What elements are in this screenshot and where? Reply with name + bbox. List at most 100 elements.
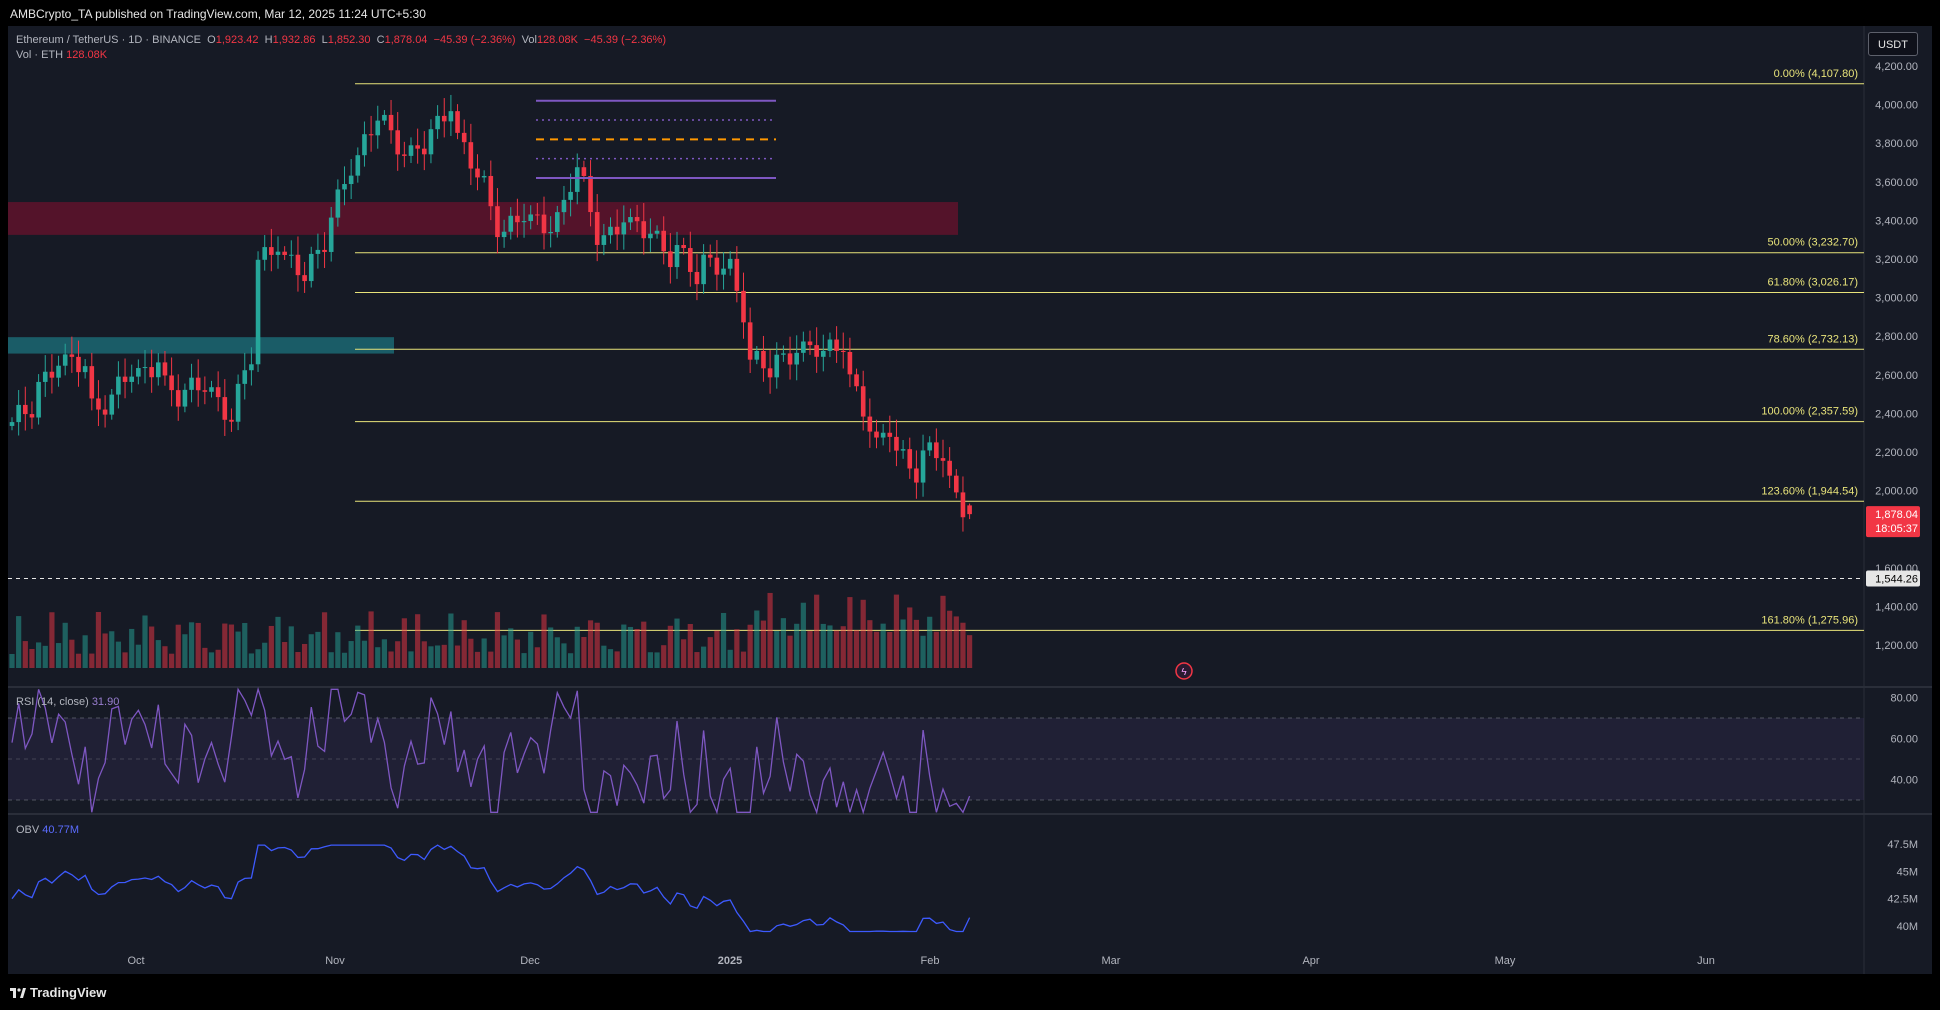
obv-layer	[11, 844, 971, 933]
candle-body	[747, 322, 753, 360]
volume-bar	[381, 639, 387, 668]
volume-bar	[794, 623, 800, 668]
candle-body	[535, 214, 540, 216]
volume-layer	[9, 592, 973, 668]
volume-bar	[860, 599, 866, 668]
obv-tick: 40M	[1897, 921, 1918, 933]
volume-bar	[408, 651, 414, 668]
candle-body	[821, 350, 826, 357]
candle-body	[568, 191, 573, 200]
obv-tick: 47.5M	[1887, 839, 1918, 851]
candle-body	[209, 387, 214, 392]
fib-label-4: 100.00% (2,357.59)	[1761, 406, 1858, 418]
candle-body	[641, 221, 647, 239]
zones-layer	[8, 202, 958, 354]
volume-bar	[541, 614, 547, 668]
legend-open: 1,923.42	[215, 34, 259, 46]
volume-bar	[89, 653, 95, 668]
time-tick: Mar	[1102, 955, 1121, 967]
volume-bar	[627, 626, 634, 668]
volume-bar	[355, 625, 361, 668]
candle-body	[195, 377, 201, 391]
volume-bar	[913, 619, 919, 668]
price-tick: 2,400.00	[1875, 408, 1918, 420]
candle-body	[229, 419, 234, 422]
candle-body	[588, 176, 593, 213]
candle-body	[807, 341, 813, 346]
candle-body	[56, 365, 61, 378]
candle-body	[781, 353, 786, 355]
candle-body	[688, 248, 693, 272]
volume-bar	[255, 649, 261, 668]
candle-body	[754, 350, 760, 360]
candle-body	[461, 132, 467, 143]
volume-bar	[873, 631, 880, 668]
volume-bar	[581, 636, 587, 668]
obv-line	[11, 844, 971, 933]
candle-body	[541, 214, 547, 234]
candle-body	[262, 247, 267, 260]
candle-body	[727, 258, 733, 269]
replay-icon[interactable]	[1175, 662, 1193, 680]
volume-bar	[774, 630, 780, 668]
candle-body	[515, 215, 520, 223]
candle-body	[488, 175, 494, 207]
volume-bar	[375, 647, 381, 668]
bottom-bar: TradingView	[0, 974, 1940, 1010]
volume-bar	[767, 592, 773, 668]
tradingview-logo[interactable]: TradingView	[10, 985, 106, 1000]
volume-bar	[395, 641, 401, 668]
volume-bar	[554, 637, 560, 668]
price-tick: 3,800.00	[1875, 138, 1918, 150]
candle-body	[76, 356, 81, 373]
volume-bar	[16, 616, 22, 668]
volume-bar	[162, 646, 168, 668]
candle-body	[887, 432, 893, 437]
candle-body	[767, 368, 773, 378]
candle-body	[382, 114, 387, 121]
volume-bar	[448, 613, 454, 668]
volume-bar	[840, 626, 846, 668]
candle-body	[308, 253, 314, 282]
candle-body	[402, 154, 407, 156]
volume-bar	[282, 642, 288, 668]
rsi-tick: 80.00	[1890, 693, 1918, 705]
volume-bar	[295, 652, 301, 668]
current-price-value: 1,878.04	[1875, 509, 1918, 521]
candle-body	[222, 397, 228, 420]
volume-bar	[95, 611, 102, 668]
volume-bar	[228, 624, 235, 668]
volume-bar	[614, 651, 620, 668]
candle-body	[914, 468, 919, 483]
price-tick: 2,600.00	[1875, 370, 1918, 382]
candle-body	[468, 142, 474, 169]
candle-body	[501, 231, 507, 238]
candle-body	[275, 251, 281, 255]
candle-body	[900, 449, 906, 451]
legend-main: Ethereum / TetherUS · 1D · BINANCE O1,92…	[16, 34, 666, 46]
volume-bar	[720, 612, 727, 668]
volume-bar	[780, 618, 786, 668]
candle-body	[136, 368, 141, 377]
currency-button[interactable]: USDT	[1868, 32, 1918, 56]
candle-body	[16, 404, 21, 423]
legend-obv: OBV 40.77M	[16, 824, 79, 836]
candle-body	[608, 226, 613, 236]
chart-svg[interactable]: 0.00% (4,107.80) 50.00% (3,232.70) 61.80% …	[8, 26, 1932, 974]
volume-bar	[494, 612, 501, 668]
volume-bar	[155, 640, 161, 668]
time-tick: Feb	[921, 955, 940, 967]
candle-body	[175, 390, 181, 407]
legend-symbol: Ethereum / TetherUS · 1D · BINANCE	[16, 34, 202, 46]
candle-body	[794, 352, 799, 365]
candle-body	[348, 175, 354, 185]
candle-body	[156, 362, 161, 378]
candle-body	[295, 254, 301, 276]
tradingview-logo-icon	[10, 988, 26, 998]
obv-tick: 45M	[1897, 866, 1918, 878]
volume-bar	[55, 643, 62, 668]
candle-body	[508, 215, 514, 232]
fib-layer: 0.00% (4,107.80) 50.00% (3,232.70) 61.80% …	[355, 68, 1864, 631]
chart-area[interactable]: 0.00% (4,107.80) 50.00% (3,232.70) 61.80% …	[8, 26, 1932, 974]
candle-body	[342, 184, 347, 190]
